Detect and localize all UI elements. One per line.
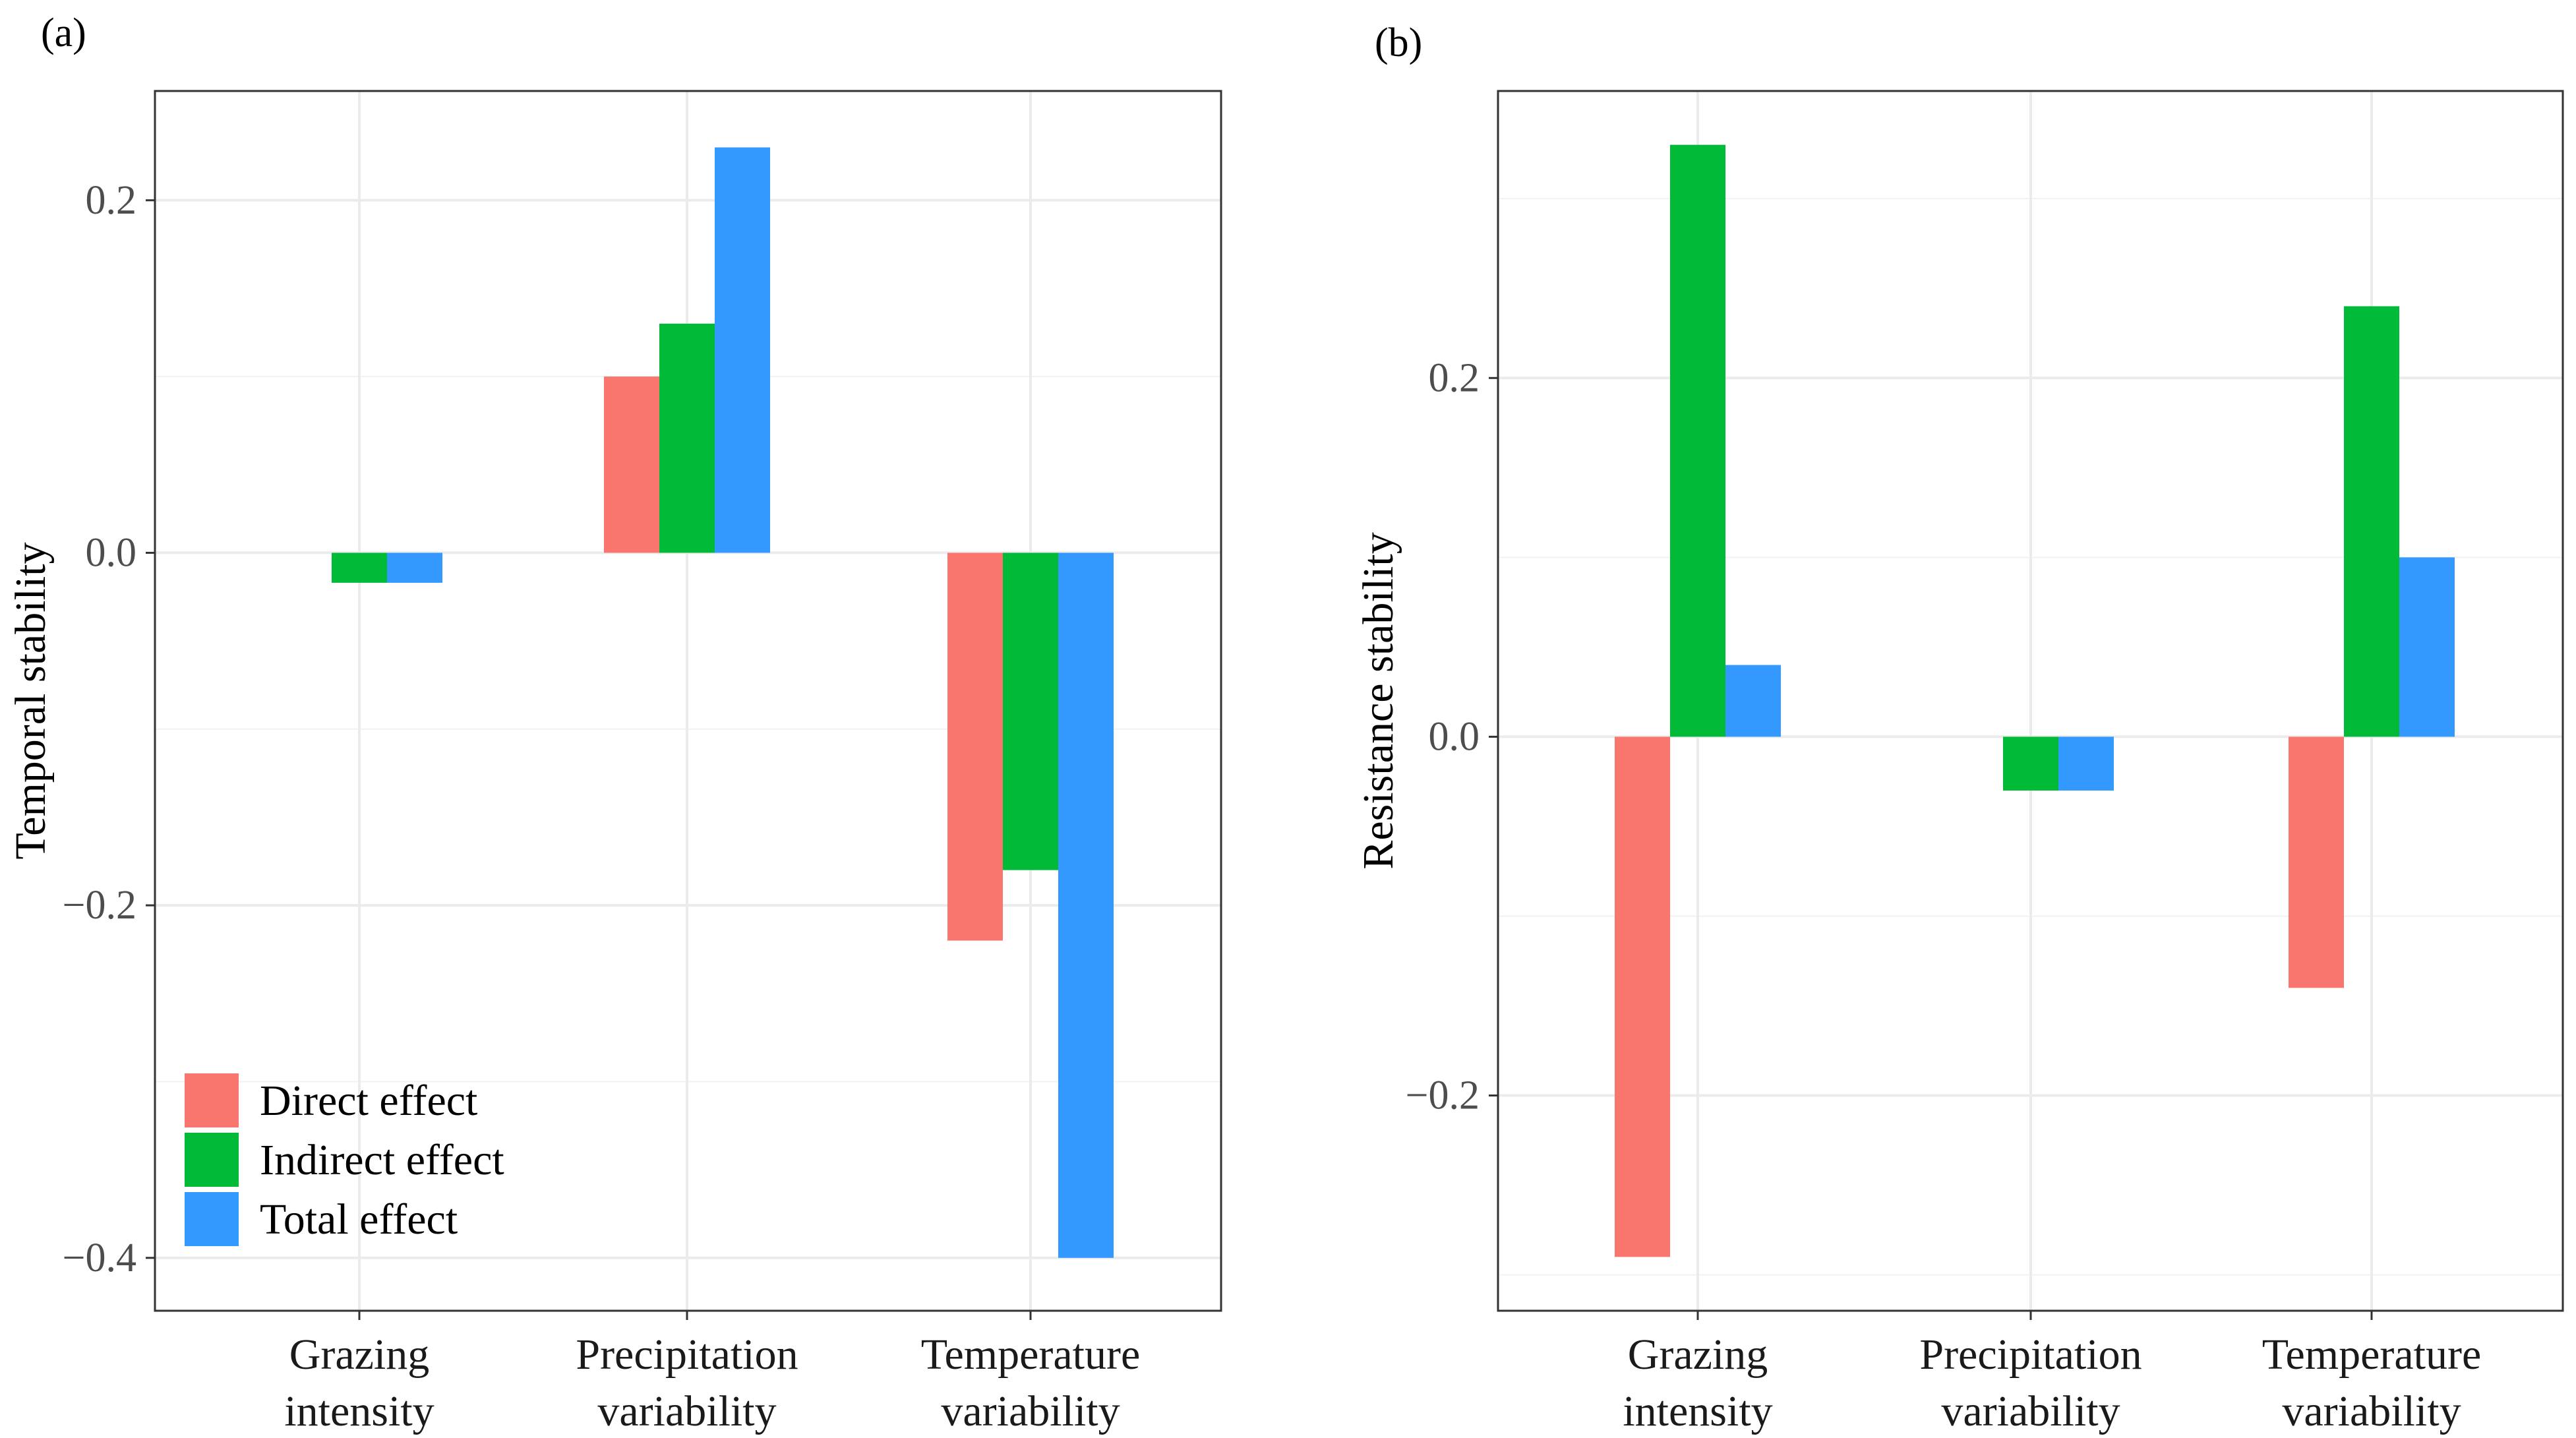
x-tick-label-grazing: Grazing intensity — [284, 1331, 434, 1435]
x-tick-label-temperature: Temperature variability — [921, 1331, 1141, 1435]
y-tick-label: −0.4 — [63, 1236, 136, 1280]
legend-key-direct-effect — [185, 1073, 239, 1127]
y-tick-label: −0.2 — [63, 883, 136, 928]
panel-b: (b) 0.2 0.0 −0.2 Grazing intensity Precipitati… — [1354, 20, 2564, 1435]
panel-a: (a) 0.2 0.0 −0.2 −0.4 Grazing intensity Precipi… — [7, 11, 1222, 1435]
bar-total-effect-temperature — [2399, 557, 2455, 737]
legend-label-direct-effect: Direct effect — [260, 1077, 477, 1125]
bar-direct-effect-grazing — [1615, 736, 1670, 1257]
y-tick-label: −0.2 — [1406, 1073, 1480, 1118]
x-tick-label-grazing: Grazing intensity — [1623, 1331, 1772, 1435]
y-tick-label: 0.0 — [86, 530, 137, 575]
legend: Direct effect Indirect effect Total effect — [185, 1073, 504, 1246]
panel-label: (b) — [1375, 20, 1422, 65]
bar-total-effect-precipitation — [2058, 736, 2114, 791]
bar-indirect-effect-precipitation — [659, 323, 715, 553]
x-tick-label-precipitation: Precipitation variability — [1919, 1331, 2142, 1435]
x-tick-label-temperature: Temperature variability — [2262, 1331, 2482, 1435]
bar-direct-effect-temperature — [947, 553, 1003, 941]
bar-indirect-effect-grazing — [1670, 144, 1725, 737]
bar-indirect-effect-temperature — [2344, 306, 2399, 737]
panel-label: (a) — [41, 11, 86, 55]
y-axis-title: Temporal stability — [7, 542, 55, 859]
bar-total-effect-temperature — [1058, 553, 1114, 1258]
y-tick-label: 0.0 — [1429, 714, 1480, 759]
bar-indirect-effect-precipitation — [2003, 736, 2058, 791]
bar-total-effect-grazing — [1725, 665, 1781, 737]
legend-label-indirect-effect: Indirect effect — [260, 1136, 504, 1184]
x-tick-label-precipitation: Precipitation variability — [576, 1331, 798, 1435]
bar-total-effect-precipitation — [715, 147, 770, 553]
bar-indirect-effect-temperature — [1003, 553, 1058, 870]
bar-direct-effect-precipitation — [604, 376, 659, 553]
legend-key-total-effect — [185, 1192, 239, 1246]
bar-direct-effect-temperature — [2289, 736, 2344, 988]
y-tick-label: 0.2 — [86, 178, 137, 223]
bar-indirect-effect-grazing — [332, 553, 387, 583]
legend-label-total-effect: Total effect — [260, 1195, 458, 1243]
bar-total-effect-grazing — [387, 553, 442, 583]
legend-key-indirect-effect — [185, 1133, 239, 1187]
y-axis-title: Resistance stability — [1354, 532, 1402, 869]
y-tick-label: 0.2 — [1429, 355, 1480, 400]
